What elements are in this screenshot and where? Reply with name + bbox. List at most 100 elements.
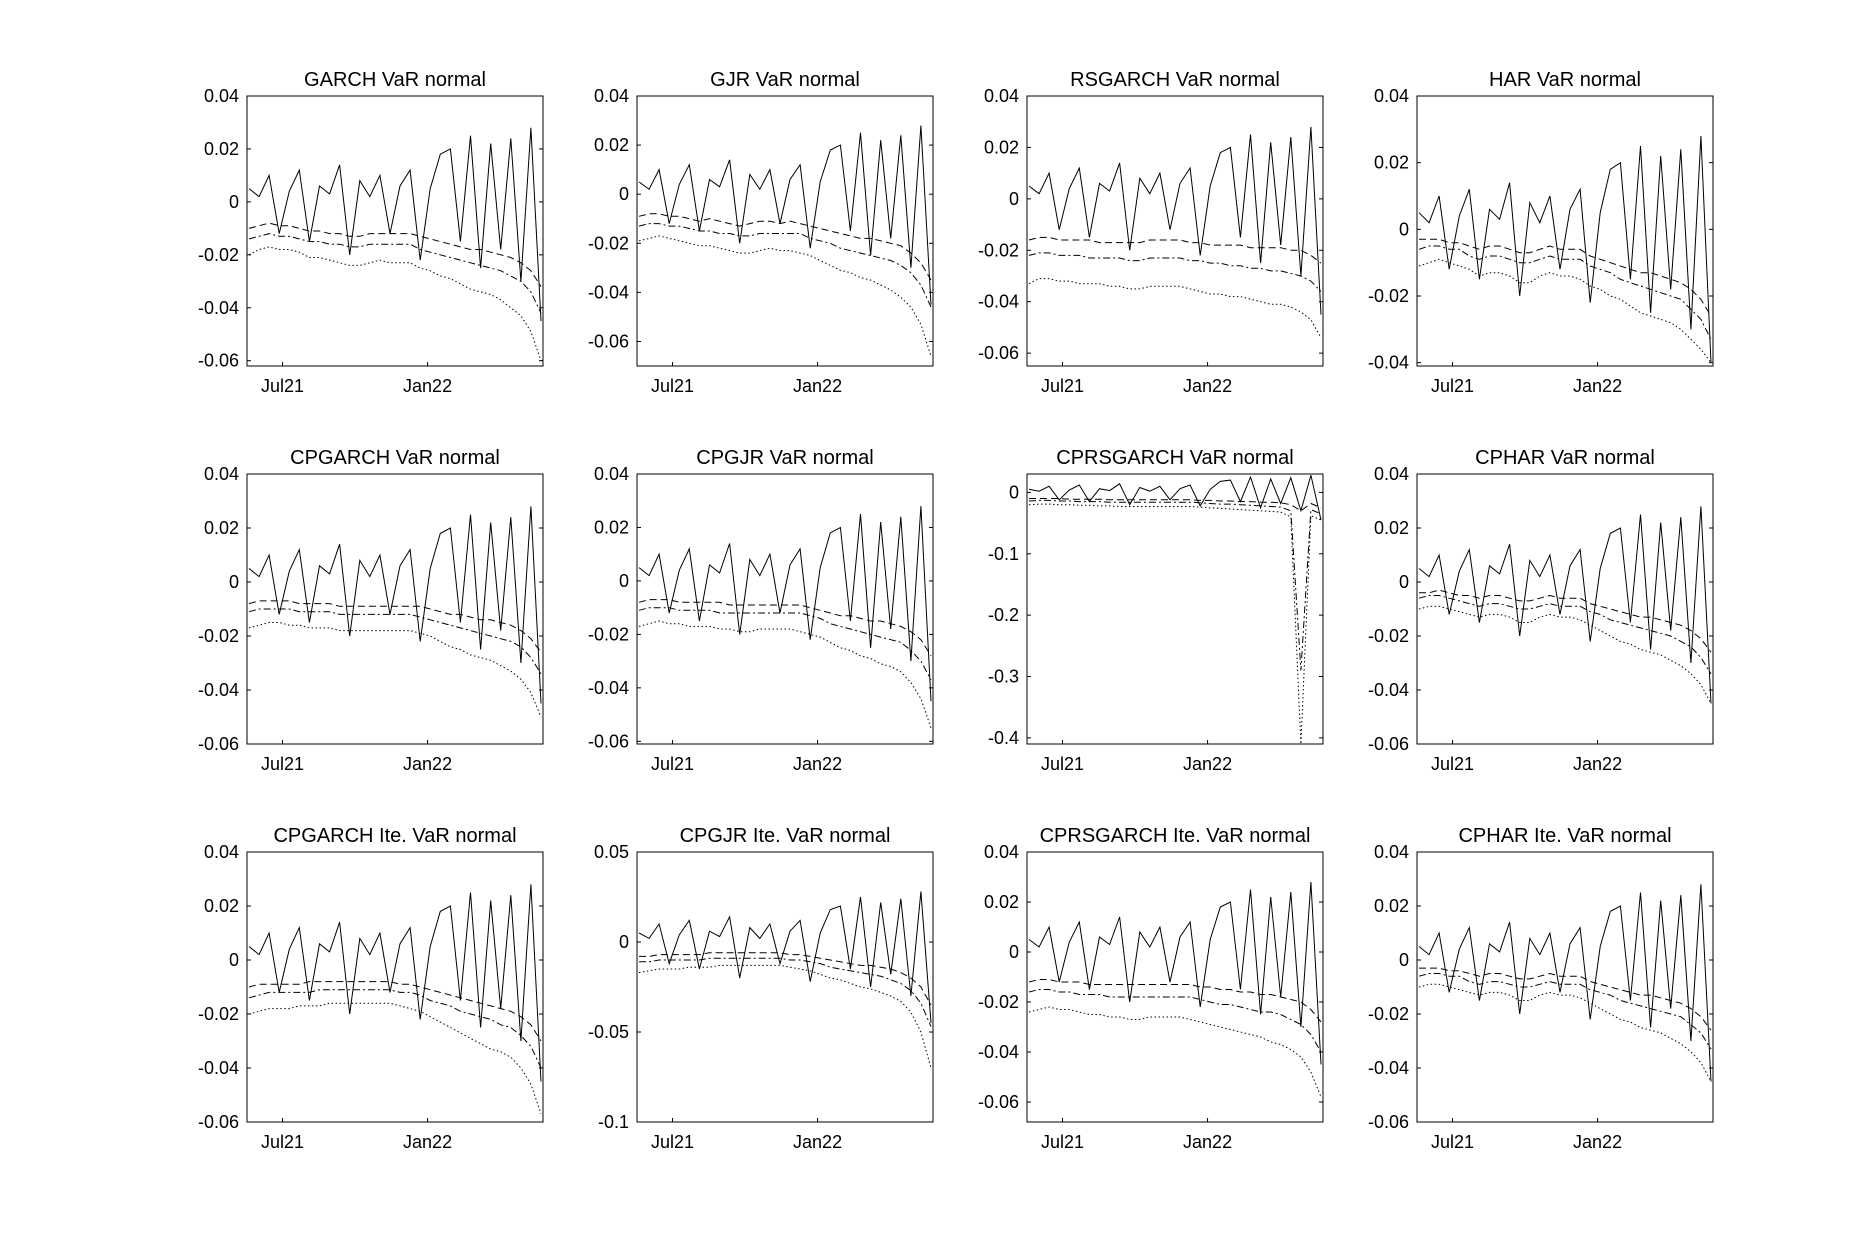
y-tick-label: -0.04 bbox=[978, 292, 1019, 312]
y-tick-label: 0.04 bbox=[984, 86, 1019, 106]
y-tick-label: 0.04 bbox=[594, 86, 629, 106]
var-10-line bbox=[248, 1002, 542, 1115]
y-tick-label: -0.06 bbox=[198, 1112, 239, 1132]
subplot-8: CPHAR VaR normal 0.04 0.02 0 -0.02 -0.04 -0.06… bbox=[1368, 447, 1714, 774]
axes-box bbox=[246, 473, 544, 745]
y-tick-label: -0.02 bbox=[198, 626, 239, 646]
y-tick-label: -0.02 bbox=[978, 992, 1019, 1012]
y-tick-label: 0.02 bbox=[204, 518, 239, 538]
y-tick-label: -0.04 bbox=[198, 1058, 239, 1078]
y-tick-label: 0.02 bbox=[204, 896, 239, 916]
returns-line bbox=[638, 891, 932, 1024]
y-tick-label: -0.2 bbox=[988, 605, 1019, 625]
x-tick-label: Jul21 bbox=[261, 1132, 304, 1152]
var-5-line bbox=[1028, 499, 1322, 671]
y-tick-label: -0.06 bbox=[1368, 734, 1409, 754]
y-tick-label: -0.06 bbox=[588, 731, 629, 751]
y-tick-label: 0 bbox=[1399, 572, 1409, 592]
subplot-title: CPGJR VaR normal bbox=[696, 447, 873, 469]
y-tick-label: 0 bbox=[229, 950, 239, 970]
y-tick-label: 0 bbox=[619, 932, 629, 952]
returns-line bbox=[248, 127, 542, 322]
y-tick-label: -0.02 bbox=[1368, 1004, 1409, 1024]
y-tick-label: -0.4 bbox=[988, 728, 1019, 748]
y-tick-label: 0 bbox=[229, 192, 239, 212]
y-tick-label: -0.04 bbox=[1368, 353, 1409, 373]
y-tick-label: 0.04 bbox=[594, 464, 629, 484]
subplot-2: GJR VaR normal 0.04 0.02 0 -0.02 -0.04 -0.06 Ju… bbox=[588, 69, 934, 396]
var-10-line bbox=[1028, 503, 1322, 745]
var-1-line bbox=[1029, 498, 1322, 512]
subplot-10: CPGJR Ite. VaR normal 0.05 0 -0.05 -0.1 Jul21… bbox=[588, 825, 934, 1152]
var-5-line bbox=[638, 223, 932, 308]
var-10-line bbox=[638, 235, 932, 357]
x-tick-label: Jan22 bbox=[1573, 376, 1622, 396]
y-tick-label: 0.05 bbox=[594, 842, 629, 862]
y-tick-label: 0.04 bbox=[1374, 464, 1409, 484]
axes-box bbox=[636, 473, 934, 745]
y-tick-label: 0.04 bbox=[1374, 86, 1409, 106]
x-tick-label: Jan22 bbox=[403, 376, 452, 396]
returns-line bbox=[1028, 881, 1322, 1065]
x-tick-label: Jul21 bbox=[1431, 1132, 1474, 1152]
y-tick-label: 0 bbox=[1399, 219, 1409, 239]
x-tick-label: Jul21 bbox=[1431, 754, 1474, 774]
x-tick-label: Jul21 bbox=[261, 754, 304, 774]
y-tick-label: 0.02 bbox=[1374, 518, 1409, 538]
returns-line bbox=[1028, 126, 1322, 315]
var-5-line bbox=[1418, 245, 1712, 340]
y-tick-label: 0.02 bbox=[204, 139, 239, 159]
axes-box bbox=[1026, 473, 1324, 745]
y-tick-label: -0.04 bbox=[198, 298, 239, 318]
subplot-11: CPRSGARCH Ite. VaR normal 0.04 0.02 0 -0.02 -… bbox=[978, 825, 1324, 1152]
x-tick-label: Jul21 bbox=[651, 754, 694, 774]
subplot-12: CPHAR Ite. VaR normal 0.04 0.02 0 -0.02 -0.04… bbox=[1368, 825, 1714, 1152]
axes-box bbox=[246, 851, 544, 1123]
y-tick-label: -0.04 bbox=[1368, 1058, 1409, 1078]
subplot-6: CPGJR VaR normal 0.04 0.02 0 -0.02 -0.04 -0.06… bbox=[588, 447, 934, 774]
var-10-line bbox=[1028, 278, 1322, 338]
x-tick-label: Jan22 bbox=[793, 1132, 842, 1152]
y-tick-label: -0.02 bbox=[198, 1004, 239, 1024]
y-tick-label: -0.02 bbox=[1368, 286, 1409, 306]
var-10-line bbox=[1418, 258, 1712, 364]
axes-box bbox=[1416, 473, 1714, 745]
subplot-title: CPRSGARCH VaR normal bbox=[1056, 447, 1293, 469]
y-tick-label: 0 bbox=[619, 184, 629, 204]
y-tick-label: -0.04 bbox=[588, 678, 629, 698]
y-tick-label: -0.02 bbox=[198, 245, 239, 265]
x-tick-label: Jan22 bbox=[793, 376, 842, 396]
y-tick-label: -0.02 bbox=[1368, 626, 1409, 646]
var-1-line bbox=[248, 600, 542, 653]
var-5-line bbox=[1418, 973, 1712, 1050]
var-10-line bbox=[248, 246, 542, 361]
y-tick-label: 0.04 bbox=[204, 86, 239, 106]
var-1-line bbox=[638, 213, 932, 281]
returns-line bbox=[638, 125, 932, 305]
y-tick-label: -0.1 bbox=[598, 1112, 629, 1132]
y-tick-label: -0.3 bbox=[988, 667, 1019, 687]
y-tick-label: -0.06 bbox=[1368, 1112, 1409, 1132]
var-1-line bbox=[1419, 967, 1712, 1031]
y-tick-label: 0.04 bbox=[1374, 842, 1409, 862]
y-tick-label: 0.04 bbox=[204, 842, 239, 862]
returns-line bbox=[1418, 506, 1712, 704]
returns-line bbox=[1028, 475, 1322, 521]
returns-line bbox=[1418, 135, 1712, 363]
x-tick-label: Jan22 bbox=[1573, 754, 1622, 774]
var-10-line bbox=[638, 620, 932, 729]
var-10-line bbox=[638, 964, 932, 1069]
returns-line bbox=[638, 506, 932, 702]
var-10-line bbox=[1418, 605, 1712, 704]
var-1-line bbox=[248, 981, 542, 1042]
var-5-line bbox=[248, 233, 542, 314]
y-tick-label: 0.04 bbox=[204, 464, 239, 484]
axes-box bbox=[1026, 95, 1324, 367]
subplot-7: CPRSGARCH VaR normal 0 -0.1 -0.2 -0.3 -0.4 Jul… bbox=[988, 447, 1324, 774]
var-10-line bbox=[1028, 1006, 1322, 1098]
var-1-line bbox=[639, 952, 932, 1006]
y-tick-label: -0.06 bbox=[198, 734, 239, 754]
var-1-line bbox=[1419, 589, 1712, 653]
x-tick-label: Jan22 bbox=[1183, 1132, 1232, 1152]
